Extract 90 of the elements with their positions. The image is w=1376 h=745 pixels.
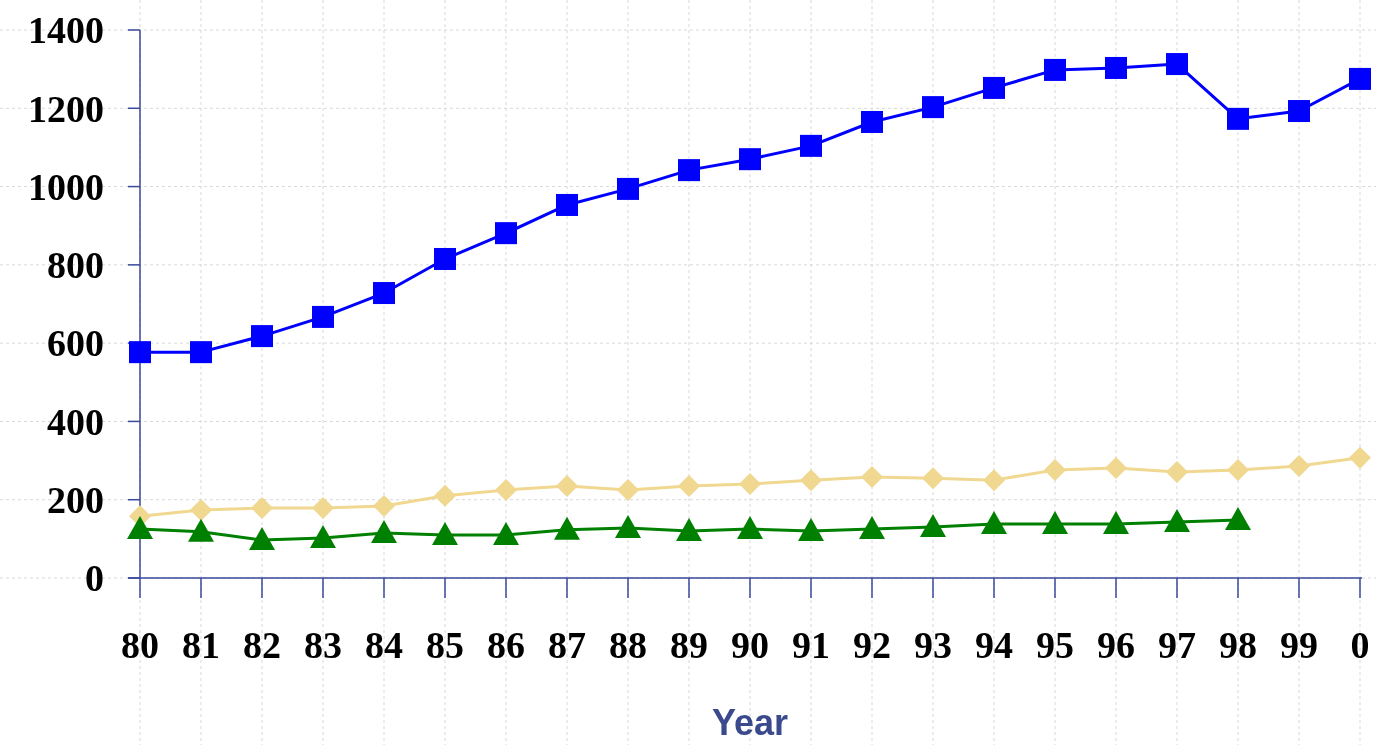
point (434, 484, 456, 507)
point (1349, 446, 1371, 469)
point (1164, 509, 1190, 533)
point (1349, 67, 1371, 90)
point (495, 478, 517, 501)
point (1288, 455, 1310, 478)
point (190, 341, 212, 364)
x-tick-label: 95 (1036, 624, 1074, 667)
point (922, 96, 944, 119)
point (249, 527, 275, 551)
point (1225, 507, 1251, 531)
point (1105, 457, 1127, 480)
point (617, 478, 639, 501)
point (1166, 53, 1188, 76)
point (1227, 107, 1249, 130)
point (190, 498, 212, 521)
point (1103, 510, 1129, 534)
x-tick-label: 93 (914, 624, 952, 667)
point (920, 514, 946, 538)
point (798, 518, 824, 542)
point (922, 467, 944, 490)
point (676, 518, 702, 542)
point (312, 305, 334, 328)
point (800, 469, 822, 492)
x-tick-label: 82 (243, 624, 281, 667)
point (1042, 510, 1068, 534)
y-tick-label: 800 (47, 244, 104, 287)
x-tick-label: 83 (304, 624, 342, 667)
point (678, 475, 700, 498)
point (1166, 460, 1188, 483)
x-tick-label: 94 (975, 624, 1013, 667)
point (554, 516, 580, 540)
x-tick-label: 88 (609, 624, 647, 667)
point (861, 466, 883, 489)
x-tick-label: 91 (792, 624, 830, 667)
point (1105, 56, 1127, 79)
point (861, 110, 883, 133)
point (312, 496, 334, 519)
point (129, 341, 151, 364)
x-tick-label: 0 (1350, 624, 1370, 667)
point (1044, 58, 1066, 81)
x-tick-label: 86 (487, 624, 525, 667)
x-tick-label: 85 (426, 624, 464, 667)
point (983, 76, 1005, 99)
x-tick-label: 84 (365, 624, 403, 667)
point (127, 516, 153, 540)
point (556, 193, 578, 216)
point (981, 510, 1007, 534)
point (617, 177, 639, 200)
y-tick-label: 1000 (28, 165, 104, 208)
point (1227, 458, 1249, 481)
point (800, 134, 822, 157)
x-tick-label: 92 (853, 624, 891, 667)
point (678, 159, 700, 182)
point (373, 494, 395, 517)
point (251, 325, 273, 348)
point (495, 222, 517, 245)
x-tick-label: 89 (670, 624, 708, 667)
x-axis-title: Year (711, 701, 789, 743)
point (434, 247, 456, 270)
x-tick-label: 90 (731, 624, 769, 667)
point (432, 521, 458, 545)
x-tick-label: 97 (1158, 624, 1196, 667)
point (188, 518, 214, 542)
y-tick-label: 400 (47, 400, 104, 443)
point (739, 473, 761, 496)
point (371, 519, 397, 543)
point (310, 525, 336, 549)
x-tick-label: 99 (1280, 624, 1318, 667)
point (251, 496, 273, 519)
y-tick-label: 600 (47, 322, 104, 365)
point (739, 148, 761, 171)
y-tick-label: 1200 (28, 87, 104, 130)
y-tick-label: 200 (47, 479, 104, 522)
y-tick-label: 1400 (28, 9, 104, 52)
y-tick-label: 0 (85, 557, 104, 600)
point (556, 475, 578, 498)
x-tick-label: 98 (1219, 624, 1257, 667)
point (1288, 100, 1310, 123)
point (859, 516, 885, 540)
x-tick-label: 81 (182, 624, 220, 667)
x-tick-label: 87 (548, 624, 586, 667)
point (493, 521, 519, 545)
x-tick-label: 96 (1097, 624, 1135, 667)
point (983, 469, 1005, 492)
point (615, 514, 641, 538)
point (373, 282, 395, 305)
point (737, 516, 763, 540)
x-tick-label: 80 (121, 624, 159, 667)
point (1044, 458, 1066, 481)
